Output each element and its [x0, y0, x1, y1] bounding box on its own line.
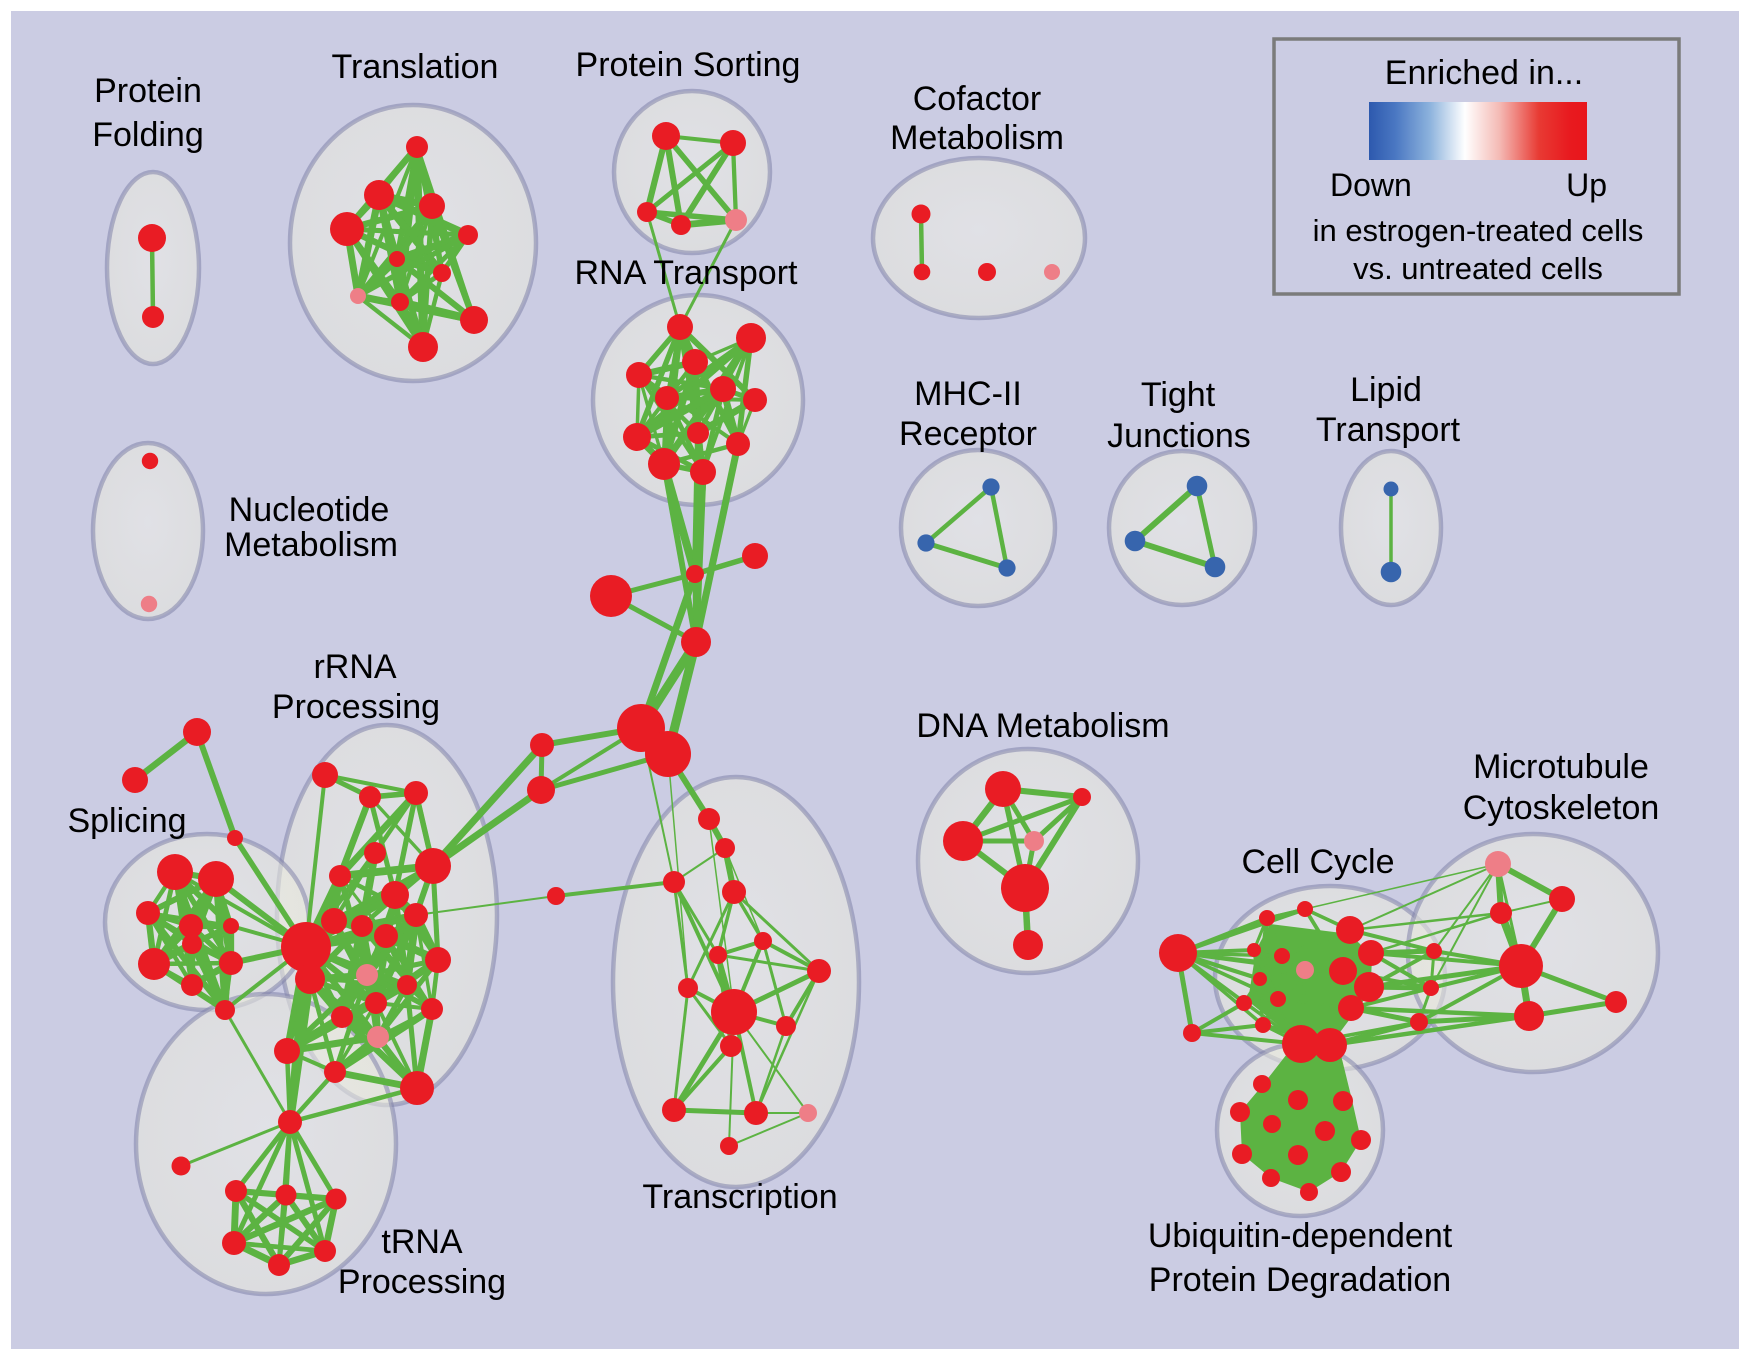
svg-text:Translation: Translation [332, 48, 499, 86]
svg-text:Cell Cycle: Cell Cycle [1241, 843, 1394, 881]
svg-text:Junctions: Junctions [1107, 417, 1251, 455]
svg-text:Metabolism: Metabolism [224, 526, 398, 564]
svg-text:vs. untreated cells: vs. untreated cells [1353, 251, 1603, 286]
svg-text:Protein Sorting: Protein Sorting [576, 46, 801, 84]
svg-text:MHC-II: MHC-II [914, 375, 1022, 413]
svg-text:Cytoskeleton: Cytoskeleton [1463, 789, 1660, 827]
svg-text:Down: Down [1330, 167, 1412, 203]
svg-text:in estrogen-treated cells: in estrogen-treated cells [1313, 213, 1644, 248]
svg-text:Lipid: Lipid [1350, 371, 1422, 409]
svg-text:Cofactor: Cofactor [913, 80, 1042, 118]
svg-text:Transcription: Transcription [642, 1178, 837, 1216]
svg-text:Ubiquitin-dependent: Ubiquitin-dependent [1148, 1217, 1453, 1255]
svg-text:Tight: Tight [1141, 376, 1216, 414]
svg-text:Receptor: Receptor [899, 415, 1037, 453]
svg-text:tRNA: tRNA [381, 1223, 463, 1261]
svg-text:DNA Metabolism: DNA Metabolism [916, 707, 1169, 745]
svg-text:rRNA: rRNA [313, 648, 396, 686]
svg-text:Nucleotide: Nucleotide [229, 491, 390, 529]
svg-text:Enriched in...: Enriched in... [1385, 54, 1583, 92]
svg-text:Metabolism: Metabolism [890, 119, 1064, 157]
svg-text:Protein: Protein [94, 72, 202, 110]
svg-text:Folding: Folding [92, 116, 204, 154]
svg-text:Protein Degradation: Protein Degradation [1149, 1261, 1451, 1299]
svg-text:Up: Up [1566, 167, 1607, 203]
svg-text:Processing: Processing [338, 1263, 506, 1301]
svg-text:RNA Transport: RNA Transport [575, 254, 799, 292]
svg-text:Splicing: Splicing [67, 802, 186, 840]
svg-text:Processing: Processing [272, 688, 440, 726]
svg-text:Transport: Transport [1316, 411, 1461, 449]
svg-text:Microtubule: Microtubule [1473, 748, 1649, 786]
